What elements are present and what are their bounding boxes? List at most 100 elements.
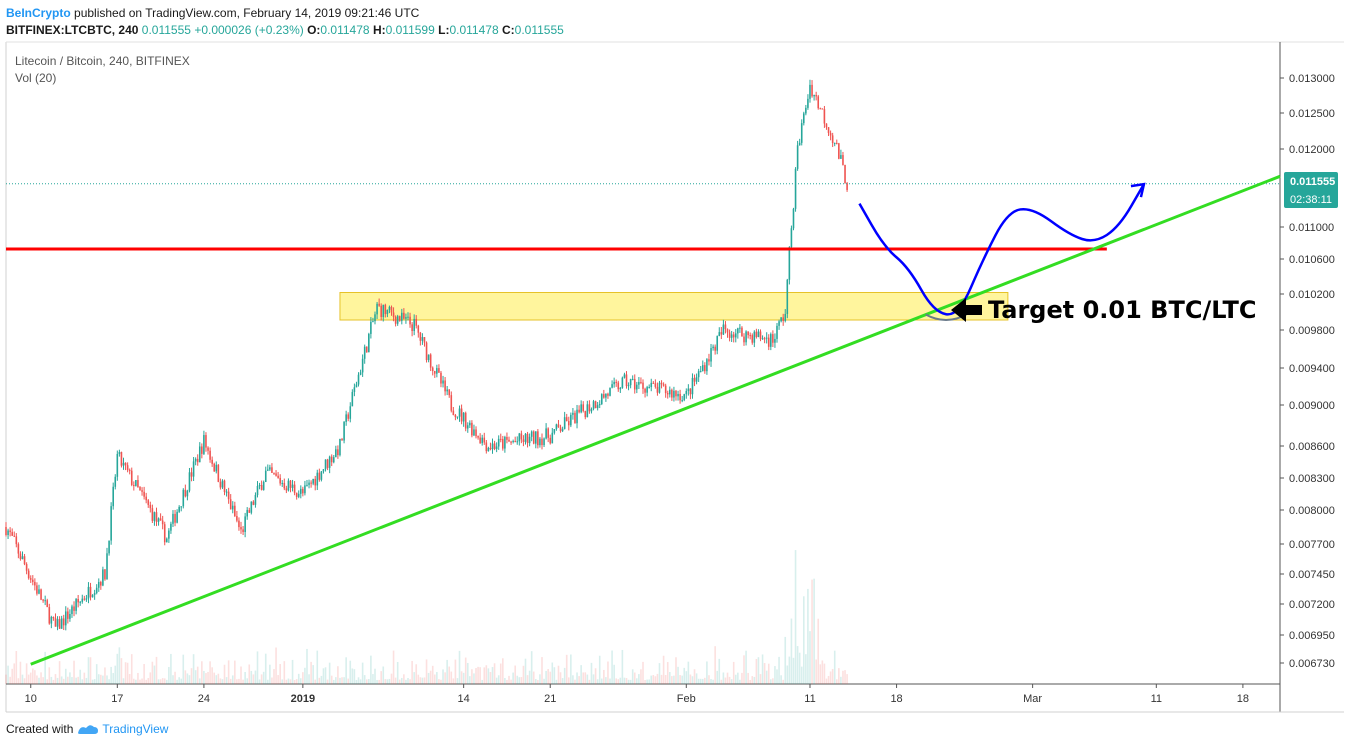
volume-bar (170, 653, 172, 684)
candle-body (335, 449, 337, 458)
candle-body (747, 331, 749, 336)
candle-body (559, 427, 562, 432)
volume-bar (660, 674, 663, 684)
candle-body (528, 436, 531, 444)
volume-bar (572, 675, 574, 684)
volume-bar (512, 672, 514, 684)
volume-bar (481, 679, 484, 684)
close-value: 0.011555 (514, 23, 564, 37)
volume-bar (73, 660, 75, 684)
candle-body (586, 404, 589, 418)
candle-body (813, 95, 815, 97)
candle-body (219, 481, 222, 488)
candle-body (21, 556, 24, 560)
volume-bar (293, 679, 296, 684)
candle-body (592, 401, 595, 409)
trend-line (30, 174, 1281, 666)
y-tick-label: 0.012500 (1289, 108, 1335, 120)
candle-body (157, 518, 160, 522)
volume-bar (267, 679, 269, 684)
y-tick-label: 0.009400 (1289, 363, 1335, 375)
volume-bar (277, 675, 279, 684)
candle-body (186, 490, 189, 497)
volume-bar (143, 663, 145, 684)
candle-body (368, 333, 370, 353)
candle-body (716, 336, 719, 351)
candle-body (469, 422, 471, 426)
volume-bar (201, 661, 203, 684)
volume-bar (209, 661, 211, 684)
candle-body (617, 382, 620, 390)
volume-bar (415, 664, 418, 684)
candle-body (819, 108, 822, 110)
candle-body (205, 435, 207, 448)
volume-indicator-label[interactable]: Vol (20) (15, 71, 56, 85)
candle-body (337, 449, 339, 456)
volume-bar (112, 673, 114, 684)
brand-name[interactable]: BeInCrypto (6, 6, 71, 20)
x-tick-label: 24 (198, 693, 210, 705)
volume-bar (553, 667, 556, 684)
target-annotation[interactable]: Target 0.01 BTC/LTC (951, 296, 1257, 324)
volume-bar (452, 678, 455, 684)
badge-price: 0.011555 (1290, 176, 1335, 188)
x-tick-label: Mar (1023, 693, 1042, 705)
candle-body (584, 411, 587, 418)
volume-bar (633, 672, 636, 684)
candle-body (114, 476, 117, 487)
volume-bar (207, 671, 209, 684)
candle-body (701, 365, 704, 372)
candle-body (182, 489, 185, 507)
candle-body (85, 598, 88, 600)
volume-bar (378, 679, 380, 684)
volume-bar (219, 678, 222, 684)
candle-body (122, 462, 125, 466)
candle-body (726, 329, 729, 333)
candle-body (594, 401, 597, 409)
volume-bar (180, 678, 183, 684)
candle-body (603, 394, 605, 398)
candle-body (69, 614, 71, 619)
candle-body (753, 331, 756, 343)
volume-bar (161, 678, 164, 684)
open-value: 0.011478 (320, 23, 370, 37)
volume-bar (458, 650, 461, 684)
candle-body (765, 337, 768, 339)
volume-bar (677, 666, 679, 684)
volume-bar (765, 670, 768, 684)
candle-body (421, 337, 424, 341)
candle-body (497, 438, 500, 447)
volume-bar (392, 650, 395, 684)
candle-body (361, 358, 364, 373)
candle-body (473, 429, 475, 436)
tradingview-link[interactable]: TradingView (77, 722, 168, 736)
footer: Created with TradingView (6, 722, 168, 736)
candle-body (11, 532, 13, 536)
volume-bar (555, 679, 558, 684)
candle-body (425, 342, 428, 361)
candle-body (60, 618, 63, 629)
candle-body (306, 484, 308, 486)
candle-body (664, 385, 667, 394)
volume-bar (840, 676, 842, 684)
volume-bar (421, 677, 424, 684)
candle-body (734, 333, 737, 338)
volume-bar (75, 677, 77, 684)
candle-body (112, 486, 114, 507)
close-label: C: (501, 23, 515, 37)
volume-bar (537, 679, 539, 684)
candle-body (271, 467, 273, 473)
candle-body (757, 331, 760, 337)
volume-bar (194, 670, 197, 684)
candle-body (267, 469, 269, 471)
candle-body (176, 511, 178, 523)
volume-bar (485, 665, 488, 684)
y-tick-label: 0.006730 (1289, 658, 1335, 670)
volume-bar (11, 668, 13, 684)
candle-body (221, 480, 224, 488)
volume-bar (147, 678, 150, 684)
candle-body (384, 304, 387, 315)
candle-body (357, 374, 360, 385)
candle-body (699, 371, 702, 373)
